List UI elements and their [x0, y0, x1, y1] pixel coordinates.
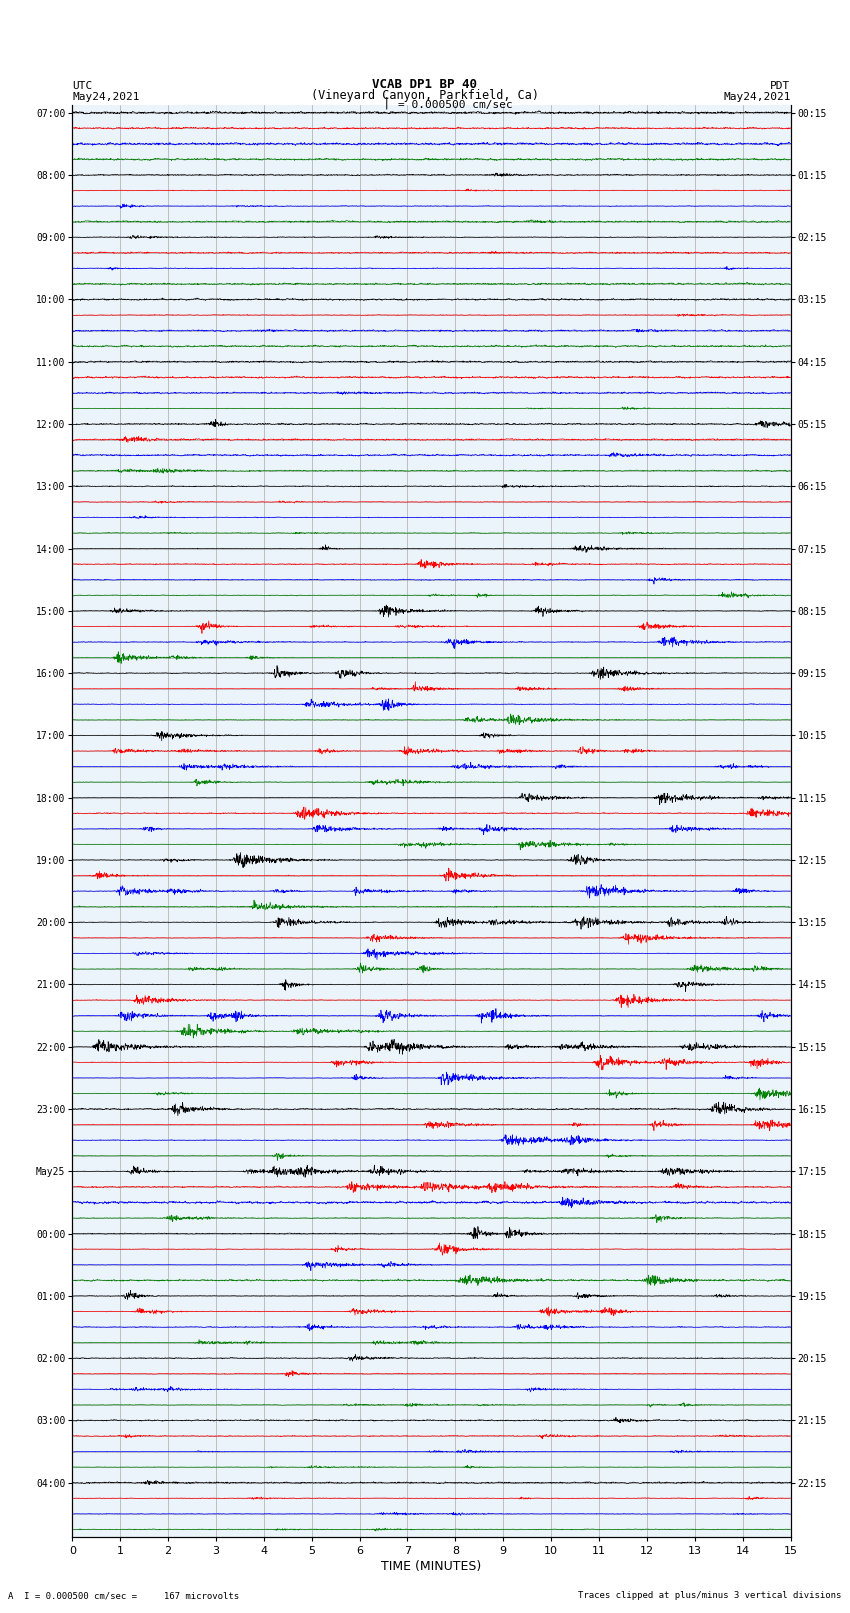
Bar [72, 229, 791, 292]
Bar [72, 479, 791, 540]
Bar [72, 665, 791, 727]
Text: A  I = 0.000500 cm/sec =     167 microvolts: A I = 0.000500 cm/sec = 167 microvolts [8, 1590, 240, 1600]
Bar [72, 540, 791, 603]
Text: |: | [383, 97, 390, 110]
Bar [72, 353, 791, 416]
Bar [72, 915, 791, 977]
Bar [72, 977, 791, 1039]
Bar [72, 1039, 791, 1102]
Text: UTC: UTC [72, 81, 93, 90]
Bar [72, 790, 791, 852]
Bar [72, 1289, 791, 1350]
Bar [72, 1226, 791, 1289]
Text: Traces clipped at plus/minus 3 vertical divisions: Traces clipped at plus/minus 3 vertical … [578, 1590, 842, 1600]
Text: = 0.000500 cm/sec: = 0.000500 cm/sec [398, 100, 513, 110]
Bar [72, 603, 791, 665]
Bar [72, 1350, 791, 1413]
Bar [72, 1102, 791, 1163]
Text: PDT: PDT [770, 81, 790, 90]
Bar [72, 292, 791, 353]
Bar [72, 1474, 791, 1537]
Bar [72, 105, 791, 168]
Text: VCAB DP1 BP 40: VCAB DP1 BP 40 [372, 77, 478, 90]
Text: (Vineyard Canyon, Parkfield, Ca): (Vineyard Canyon, Parkfield, Ca) [311, 89, 539, 102]
Bar [72, 1163, 791, 1226]
Bar [72, 416, 791, 479]
Bar [72, 727, 791, 790]
X-axis label: TIME (MINUTES): TIME (MINUTES) [382, 1560, 481, 1573]
Bar [72, 168, 791, 229]
Text: May24,2021: May24,2021 [72, 92, 139, 102]
Bar [72, 1413, 791, 1474]
Text: May24,2021: May24,2021 [723, 92, 791, 102]
Bar [72, 852, 791, 915]
